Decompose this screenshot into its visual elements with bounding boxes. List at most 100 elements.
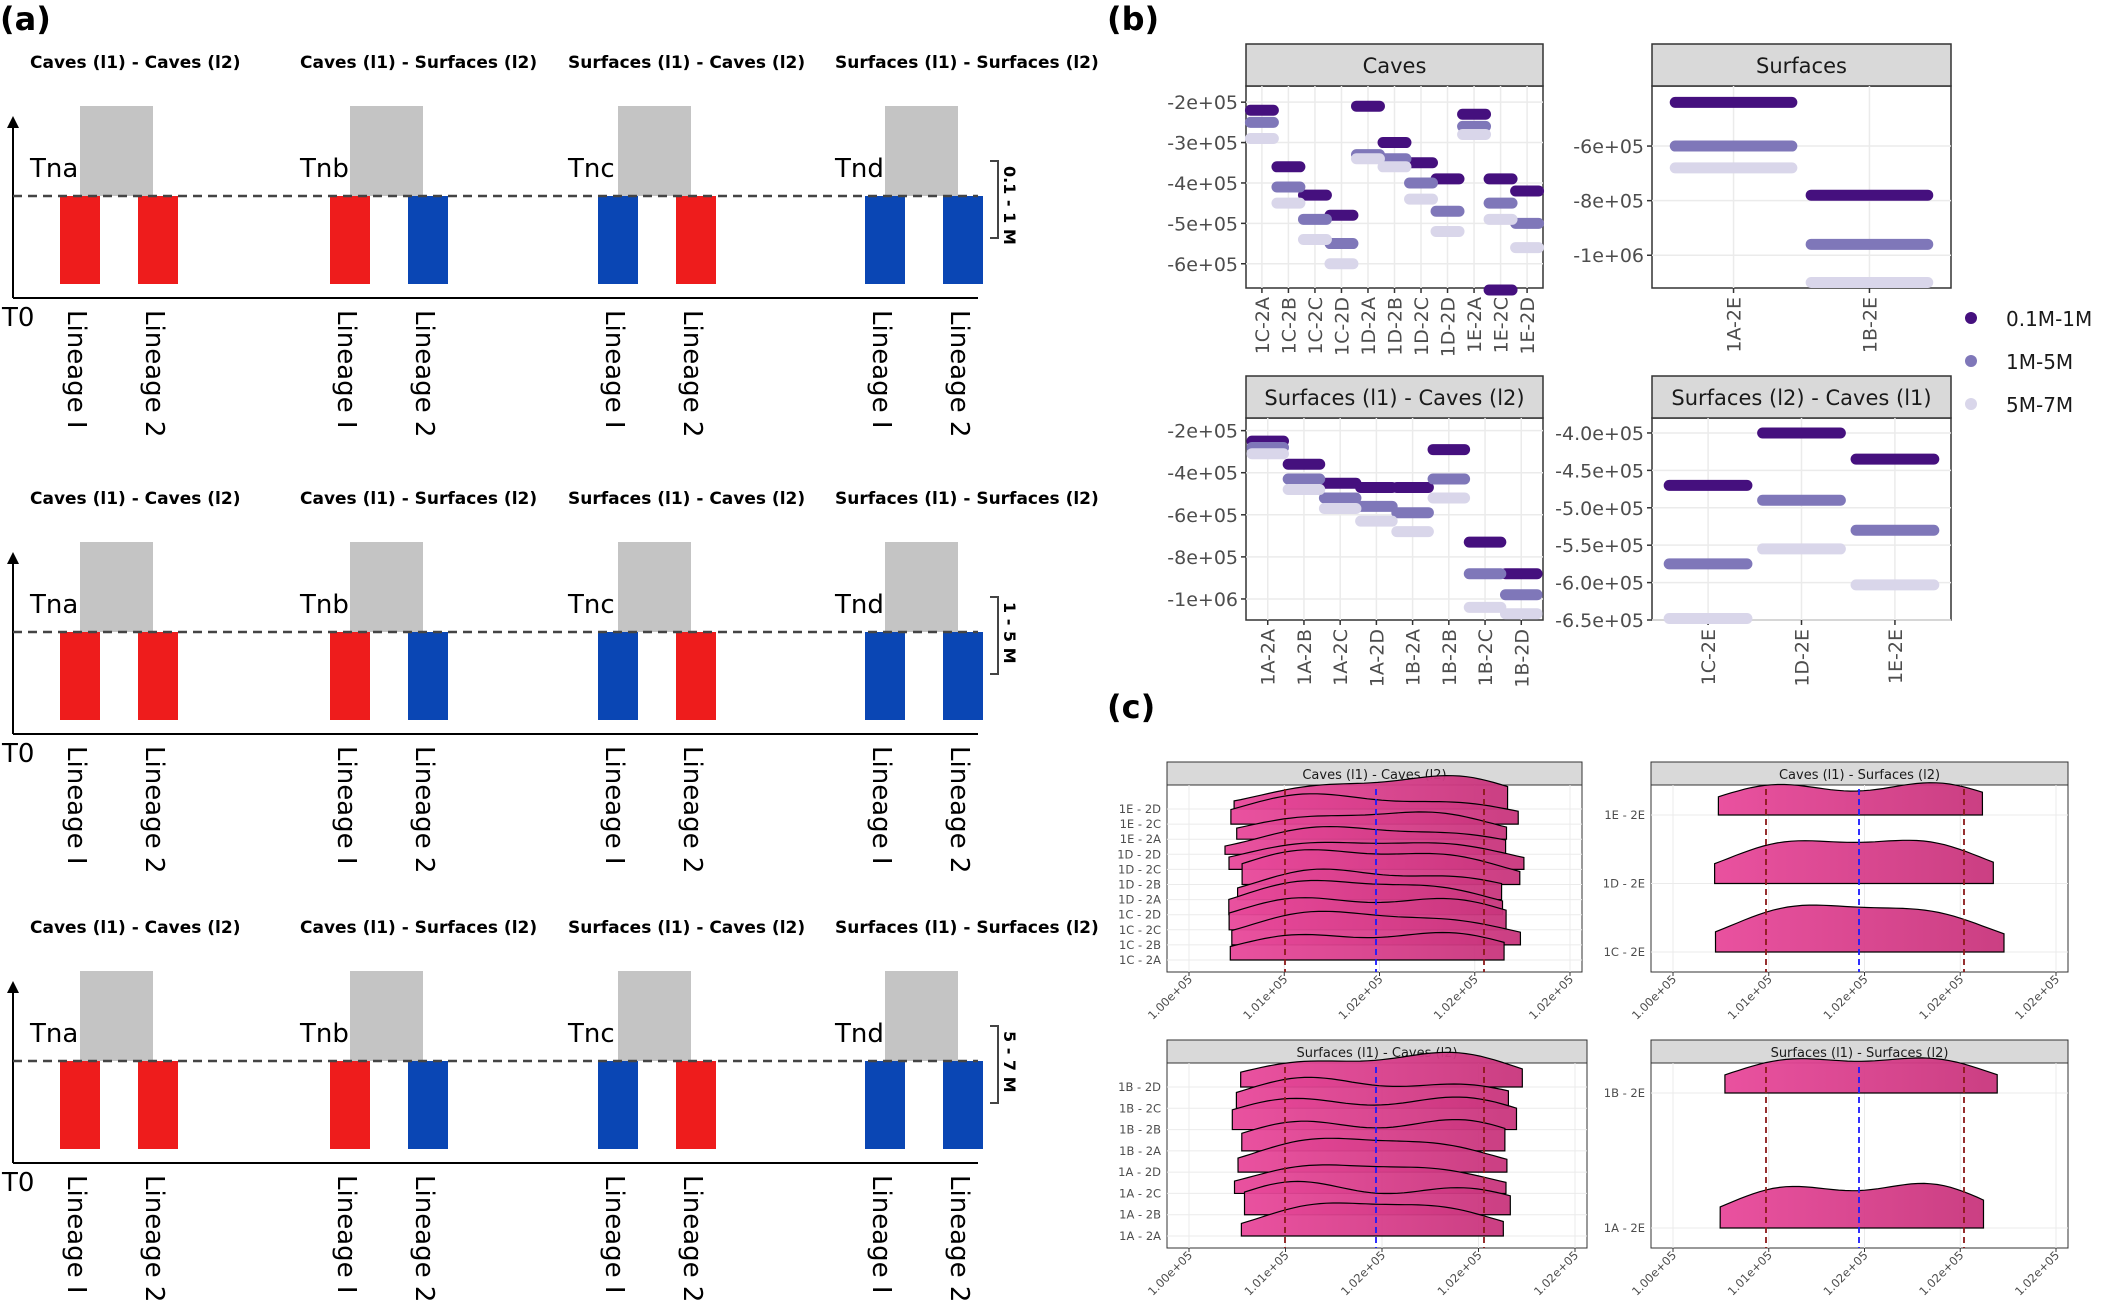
ancestral-gray-block [618,106,691,196]
tick-label-x: 1.01e+05 [1240,972,1290,1022]
scenario-3: Surfaces (l1) - Caves (l2) Tnc Lineage I Li… [567,53,805,437]
tick-label-y: 1B - 2E [1604,1086,1645,1100]
tick-label-x: 1B-2B [1439,629,1461,686]
lineage-label: Lineage I [866,310,896,429]
lineage-label: Lineage 2 [409,310,439,437]
tick-label-x: 1.02e+05 [1526,972,1576,1022]
tick-label-x: 1.01e+05 [1725,1248,1775,1298]
tick-label-x: 1.02e+05 [1531,1248,1581,1298]
scenario-2: Caves (l1) - Surfaces (l2) Tnb Lineage I Li… [299,53,537,437]
lineage-2-bar [943,632,983,720]
scatter-panel-4: Surfaces (l2) - Caves (l1) -4.0e+05 -4.5e+… [1555,375,1952,687]
origin-label-t0: T0 [1,1168,34,1198]
time-range-label: 0.1 - 1 M [1000,166,1019,245]
ancestral-gray-block [350,971,423,1061]
lineage-2-bar [408,632,448,720]
tick-label-y: -5.5e+05 [1555,535,1644,557]
tick-label-y: -6e+05 [1573,136,1644,158]
lineage-1-bar [598,196,638,284]
divergence-time-label: Tna [29,590,78,620]
tick-label-x: 1.00e+05 [1145,1248,1195,1298]
lineage-2-bar [676,632,716,720]
facet-strip [1650,761,2069,786]
panel-label-c: (c) [1107,688,1155,726]
scenario-4: Surfaces (l1) - Surfaces (l2) Tnd Lineage … [834,489,1099,873]
lineage-2-bar [408,196,448,284]
panel-a: (a) T0 Caves (l1) - Caves (l2) Tna Lineage I… [0,0,1099,1302]
tick-label-y: 1B - 2D [1118,1080,1161,1094]
scenario-4: Surfaces (l1) - Surfaces (l2) Tnd Lineage … [834,918,1099,1302]
lineage-label: Lineage 2 [139,746,169,873]
ancestral-gray-block [618,971,691,1061]
lineage-label: Lineage 2 [139,1175,169,1302]
ancestral-gray-block [80,542,153,632]
time-axis-arrow [7,116,19,128]
divergence-time-label: Tnd [834,154,884,184]
tick-label-y: -4e+05 [1167,463,1238,485]
tick-label-x: 1C-2A [1252,297,1274,354]
tick-label-y: 1A - 2A [1119,1229,1161,1243]
tick-label-y: 1C - 2B [1119,938,1161,952]
tick-label-y: 1C - 2D [1118,908,1161,922]
divergence-time-label: Tnc [567,1019,615,1049]
ancestral-gray-block [885,542,958,632]
lineage-2-bar [943,196,983,284]
tick-label-y: -4e+05 [1167,173,1238,195]
scenario-title: Surfaces (l1) - Caves (l2) [568,918,805,938]
density-ridge [1724,1057,1998,1094]
legend-key [1965,312,1977,324]
tick-label-x: 1.00e+05 [1629,1248,1679,1298]
density-ridge [1229,931,1505,961]
divergence-time-label: Tnd [834,590,884,620]
divergence-time-label: Tnb [299,154,349,184]
range-bracket [990,1025,999,1104]
plot-background [1651,85,1952,289]
tick-label-x: 1E-2A [1464,297,1486,353]
scatter-panel-1: Caves -2e+05 -3e+05 -4e+05 -5e+05 -6e+05 1C-2A… [1167,43,1545,357]
lineage-label: Lineage I [599,746,629,865]
tick-label-y: 1D - 2C [1118,862,1161,876]
tick-label-y: 1B - 2C [1119,1101,1161,1115]
tick-label-x: 1B-2A [1403,629,1425,686]
tick-label-y: 1E - 2D [1119,802,1161,816]
divergence-time-label: Tnd [834,1019,884,1049]
legend-key [1965,398,1977,410]
divergence-time-label: Tnc [567,154,615,184]
divergence-time-label: Tnb [299,1019,349,1049]
origin-label-t0: T0 [1,303,34,333]
tick-label-y: 1A - 2C [1119,1186,1161,1200]
origin-label-t0: T0 [1,739,34,769]
legend-key [1965,355,1977,367]
ancestral-gray-block [350,106,423,196]
tick-label-y: -1e+06 [1573,245,1644,267]
lineage-2-bar [138,1061,178,1149]
tick-label-x: 1.02e+05 [1916,1248,1966,1298]
lineage-1-bar [60,196,100,284]
tick-label-x: 1C-2C [1305,297,1327,355]
tick-label-y: -2e+05 [1167,92,1238,114]
panel-label-b: (b) [1107,0,1159,38]
tick-label-y: -6e+05 [1167,254,1238,276]
facet-strip [1245,43,1544,87]
tick-label-y: -8e+05 [1167,547,1238,569]
lineage-1-bar [865,196,905,284]
scatter-panel-3: Surfaces (l1) - Caves (l2) -2e+05 -4e+05 -6… [1167,375,1544,688]
scenario-title: Caves (l1) - Surfaces (l2) [300,918,537,938]
lineage-label: Lineage I [331,1175,361,1294]
tick-label-y: -1e+06 [1167,589,1238,611]
tick-label-x: 1C-2B [1278,297,1300,354]
tick-label-y: 1B - 2B [1119,1123,1161,1137]
lineage-2-bar [676,196,716,284]
density-ridge [1240,1202,1504,1237]
tick-label-y: -2e+05 [1167,421,1238,443]
facet-title: Surfaces (l1) - Caves (l2) [1264,386,1524,410]
scenario-1: Caves (l1) - Caves (l2) Tna Lineage I Linea… [29,489,240,873]
lineage-1-bar [598,632,638,720]
lineage-label: Lineage 2 [409,746,439,873]
tick-label-y: 1C - 2C [1119,923,1161,937]
lineage-1-bar [330,1061,370,1149]
ancestral-gray-block [80,106,153,196]
tick-label-x: 1.02e+05 [1434,1248,1484,1298]
tick-label-x: 1.02e+05 [1820,1248,1870,1298]
tick-label-y: 1C - 2A [1119,953,1161,967]
